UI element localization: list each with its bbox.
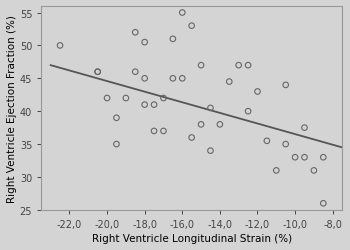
Point (170, 77, 176, 81)
Point (198, 64, 204, 68)
Point (114, 142, 119, 146)
Point (321, 156, 326, 160)
Point (255, 90, 260, 94)
Point (114, 116, 119, 120)
Point (245, 110, 251, 114)
Point (151, 103, 157, 107)
Point (264, 139, 270, 143)
Point (198, 123, 204, 127)
Point (302, 126, 307, 130)
Point (189, 136, 195, 140)
Point (292, 156, 298, 160)
Point (189, 24, 195, 28)
Point (283, 84, 288, 87)
Y-axis label: Right Ventricle Ejection Fraction (%): Right Ventricle Ejection Fraction (%) (7, 15, 17, 202)
Point (273, 169, 279, 173)
Point (142, 41, 147, 45)
Point (95, 70, 100, 74)
Point (245, 64, 251, 68)
Point (180, 12, 185, 16)
Point (321, 202, 326, 205)
Point (95, 70, 100, 74)
Point (217, 123, 223, 127)
Point (132, 70, 138, 74)
Point (161, 97, 166, 101)
Point (180, 77, 185, 81)
Point (311, 169, 317, 173)
Point (151, 130, 157, 134)
Point (170, 38, 176, 42)
Point (123, 97, 129, 101)
Point (132, 31, 138, 35)
Point (302, 156, 307, 160)
Point (208, 149, 213, 153)
Point (57, 44, 63, 48)
Point (226, 80, 232, 84)
Point (142, 77, 147, 81)
Point (161, 130, 166, 134)
Text: r= -0.45, p=0.019: r= -0.45, p=0.019 (349, 20, 350, 30)
Point (208, 106, 213, 110)
Point (236, 64, 241, 68)
Point (142, 103, 147, 107)
Point (104, 97, 110, 101)
X-axis label: Right Ventricle Longitudinal Strain (%): Right Ventricle Longitudinal Strain (%) (92, 233, 292, 243)
Point (283, 142, 288, 146)
